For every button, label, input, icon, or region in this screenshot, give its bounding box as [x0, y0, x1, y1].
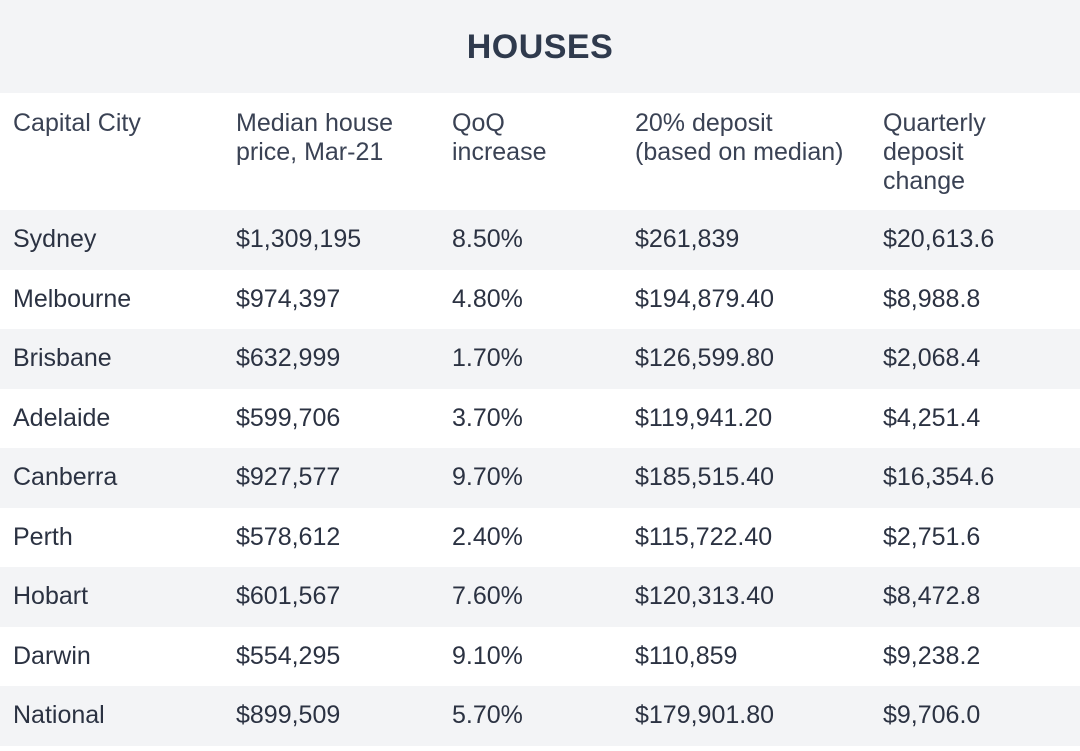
cell-city: Sydney — [13, 225, 97, 254]
table-body: Sydney $1,309,195 8.50% $261,839 $20,613… — [0, 210, 1080, 746]
table-row: Brisbane $632,999 1.70% $126,599.80 $2,0… — [0, 329, 1080, 389]
header-line: 20% deposit — [635, 109, 773, 137]
cell-city: Canberra — [13, 463, 118, 492]
header-line: Median house — [236, 109, 394, 137]
cell-deposit: $115,722.40 — [635, 522, 773, 551]
cell-qoq: 7.60% — [452, 582, 523, 611]
table-header: Capital City Median house price, Mar-21 … — [0, 93, 1080, 210]
cell-city: Melbourne — [13, 284, 132, 313]
header-line: Quarterly — [883, 109, 986, 137]
cell-city: Brisbane — [13, 344, 112, 373]
cell-city: Adelaide — [13, 403, 111, 432]
cell-deposit-change: $2,751.6 — [883, 522, 981, 551]
cell-city: Perth — [13, 522, 73, 551]
cell-qoq: 3.70% — [452, 403, 523, 432]
cell-deposit: $120,313.40 — [635, 582, 775, 611]
cell-deposit-change: $20,613.6 — [883, 225, 995, 254]
cell-city: National — [13, 701, 105, 730]
header-line: change — [883, 167, 966, 195]
table-row: Darwin $554,295 9.10% $110,859 $9,238.2 — [0, 627, 1080, 687]
header-line: Capital City — [13, 109, 141, 137]
table-row: Adelaide $599,706 3.70% $119,941.20 $4,2… — [0, 389, 1080, 449]
header-line: deposit — [883, 138, 964, 166]
cell-median-price: $899,509 — [236, 701, 341, 730]
cell-deposit-change: $9,238.2 — [883, 641, 981, 670]
cell-median-price: $578,612 — [236, 522, 341, 551]
table-row: Melbourne $974,397 4.80% $194,879.40 $8,… — [0, 270, 1080, 330]
table-row: Hobart $601,567 7.60% $120,313.40 $8,472… — [0, 567, 1080, 627]
header-qoq-increase: QoQ increase — [440, 93, 623, 210]
cell-qoq: 9.10% — [452, 641, 523, 670]
header-capital-city: Capital City — [0, 93, 223, 210]
cell-deposit-change: $16,354.6 — [883, 463, 995, 492]
houses-table: Capital City Median house price, Mar-21 … — [0, 93, 1080, 746]
cell-deposit: $126,599.80 — [635, 344, 775, 373]
header-row: Capital City Median house price, Mar-21 … — [0, 93, 1080, 210]
cell-deposit-change: $8,472.8 — [883, 582, 981, 611]
cell-deposit-change: $9,706.0 — [883, 701, 981, 730]
header-deposit: 20% deposit (based on median) — [623, 93, 870, 210]
cell-median-price: $599,706 — [236, 403, 341, 432]
table-title: HOUSES — [466, 28, 614, 66]
cell-qoq: 5.70% — [452, 701, 523, 730]
table-row: Canberra $927,577 9.70% $185,515.40 $16,… — [0, 448, 1080, 508]
cell-city: Hobart — [13, 582, 89, 611]
header-quarterly-change: Quarterly deposit change — [870, 93, 1080, 210]
header-line: QoQ — [452, 109, 505, 137]
header-line: (based on median) — [635, 138, 844, 166]
cell-median-price: $601,567 — [236, 582, 341, 611]
header-line: increase — [452, 138, 547, 166]
cell-median-price: $927,577 — [236, 463, 341, 492]
cell-deposit: $110,859 — [635, 641, 738, 670]
cell-median-price: $974,397 — [236, 284, 341, 313]
cell-qoq: 2.40% — [452, 522, 523, 551]
header-line: price, Mar-21 — [236, 138, 384, 166]
cell-qoq: 4.80% — [452, 284, 523, 313]
cell-deposit: $179,901.80 — [635, 701, 775, 730]
cell-deposit: $194,879.40 — [635, 284, 775, 313]
cell-median-price: $632,999 — [236, 344, 341, 373]
cell-city: Darwin — [13, 641, 91, 670]
table-row: Perth $578,612 2.40% $115,722.40 $2,751.… — [0, 508, 1080, 568]
cell-qoq: 8.50% — [452, 225, 523, 254]
table-row: Sydney $1,309,195 8.50% $261,839 $20,613… — [0, 210, 1080, 270]
cell-median-price: $554,295 — [236, 641, 341, 670]
cell-deposit: $119,941.20 — [635, 403, 773, 432]
cell-qoq: 9.70% — [452, 463, 523, 492]
header-median-price: Median house price, Mar-21 — [223, 93, 440, 210]
table-row: National $899,509 5.70% $179,901.80 $9,7… — [0, 686, 1080, 746]
cell-deposit: $261,839 — [635, 225, 740, 254]
cell-deposit: $185,515.40 — [635, 463, 775, 492]
cell-deposit-change: $4,251.4 — [883, 403, 981, 432]
title-bar: HOUSES — [0, 0, 1080, 93]
cell-deposit-change: $2,068.4 — [883, 344, 981, 373]
cell-deposit-change: $8,988.8 — [883, 284, 981, 313]
cell-median-price: $1,309,195 — [236, 225, 362, 254]
cell-qoq: 1.70% — [452, 344, 523, 373]
